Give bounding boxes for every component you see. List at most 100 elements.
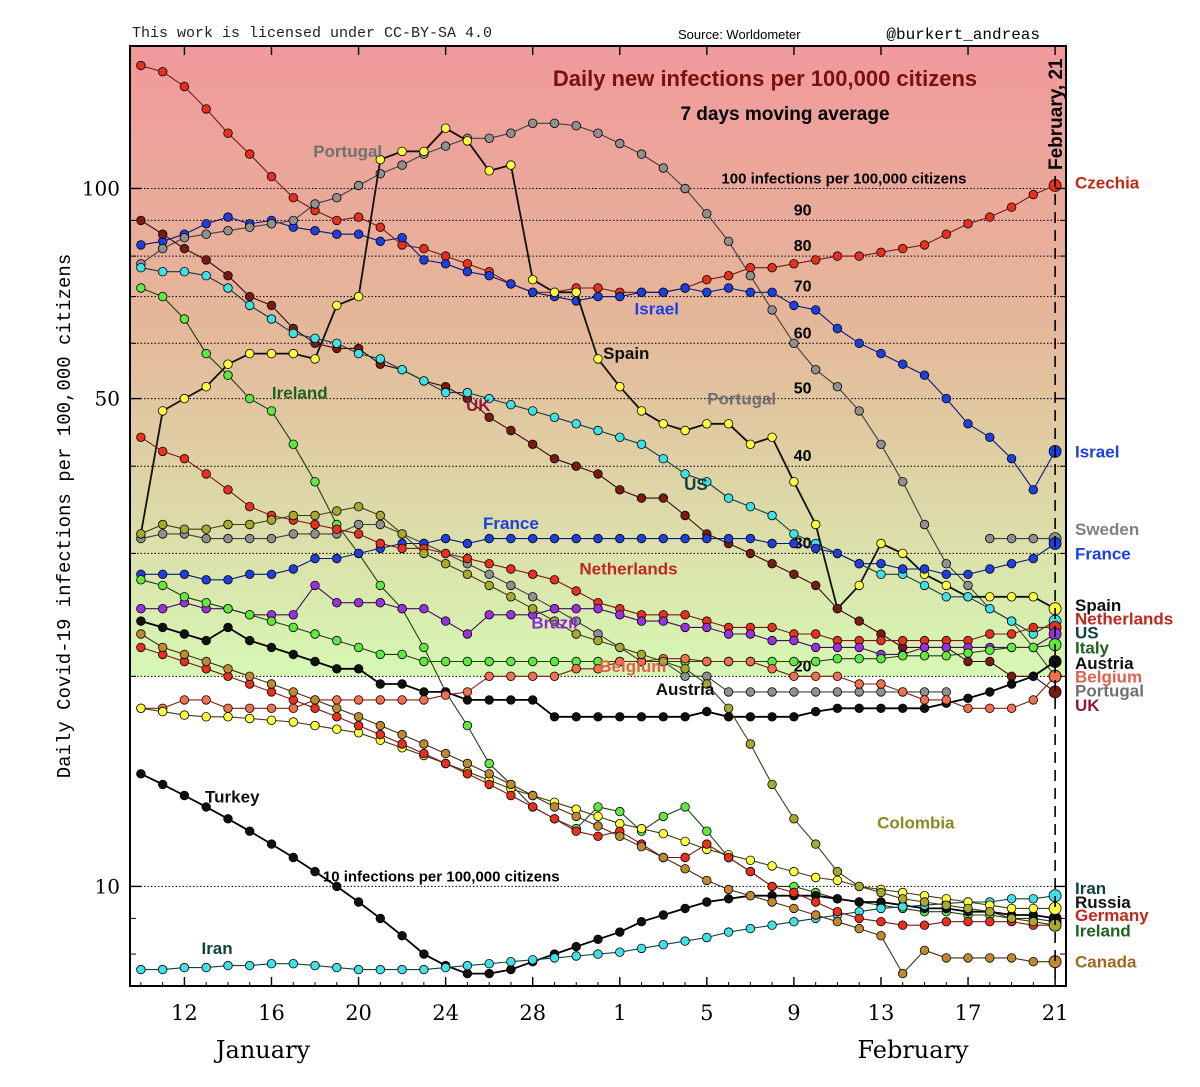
data-point	[680, 283, 690, 293]
data-point	[244, 713, 255, 724]
data-point	[288, 717, 299, 727]
data-point	[745, 533, 756, 544]
data-point	[985, 564, 995, 574]
data-point	[288, 695, 299, 705]
data-point	[397, 931, 407, 941]
data-point	[919, 564, 930, 574]
data-point	[244, 149, 255, 159]
end-label-canada: Canada	[1075, 953, 1137, 972]
data-point	[266, 679, 277, 689]
data-point	[179, 649, 190, 660]
data-point	[1006, 913, 1017, 924]
data-point	[484, 559, 494, 569]
data-point	[506, 656, 516, 667]
data-point	[397, 543, 407, 554]
data-point	[528, 533, 538, 544]
data-point	[375, 729, 386, 740]
data-point	[332, 553, 342, 564]
data-point	[1028, 189, 1039, 200]
data-point	[985, 645, 995, 655]
data-point	[832, 323, 843, 334]
data-point	[811, 255, 821, 265]
data-point	[723, 533, 734, 544]
series-belgium	[136, 654, 1062, 714]
data-point	[484, 533, 494, 544]
data-point	[854, 559, 864, 569]
data-point	[919, 240, 930, 250]
data-point	[310, 510, 320, 521]
data-point	[636, 149, 647, 159]
data-point	[767, 861, 777, 871]
data-point	[549, 814, 560, 824]
data-point	[636, 823, 647, 834]
end-label-ireland: Ireland	[1075, 921, 1131, 940]
data-point	[789, 712, 799, 722]
data-point	[1028, 671, 1039, 682]
data-point	[419, 604, 429, 614]
data-point	[571, 712, 581, 722]
inline-label-israel: Israel	[635, 299, 679, 318]
data-point	[854, 251, 864, 261]
data-point	[528, 604, 538, 614]
chart-subtitle: 7 days moving average	[680, 104, 889, 125]
data-point	[745, 687, 756, 697]
data-point	[702, 287, 712, 298]
data-point	[288, 564, 299, 574]
data-point	[789, 529, 799, 539]
data-point	[702, 826, 712, 836]
data-point	[484, 412, 494, 423]
data-point	[723, 703, 734, 714]
data-point	[419, 739, 429, 749]
data-point	[462, 553, 473, 564]
data-point	[615, 610, 625, 620]
inline-label-france: France	[483, 514, 539, 533]
data-point	[636, 287, 647, 298]
end-label-sweden: Sweden	[1075, 520, 1139, 539]
data-point	[767, 622, 777, 633]
data-point	[179, 524, 190, 534]
data-point	[375, 649, 386, 660]
data-point	[484, 569, 494, 580]
data-point	[440, 141, 451, 151]
series-layer	[136, 60, 1062, 979]
data-point	[223, 604, 233, 614]
x-tick-label: 24	[432, 1001, 459, 1025]
data-point	[767, 687, 777, 697]
reference-line-label: 100 infections per 100,000 citizens	[721, 170, 966, 187]
data-point	[462, 758, 473, 769]
data-point	[528, 802, 538, 812]
data-point	[658, 616, 669, 626]
data-point	[310, 695, 320, 705]
data-point	[136, 629, 146, 639]
data-point	[789, 887, 799, 898]
data-point	[702, 477, 712, 487]
data-point	[593, 354, 603, 364]
data-point	[723, 236, 734, 247]
end-label-netherlands: Netherlands	[1075, 610, 1173, 629]
data-point	[332, 695, 342, 705]
data-point	[680, 510, 690, 521]
data-point	[332, 635, 342, 646]
data-point	[462, 629, 473, 639]
reference-line-label: 40	[794, 448, 812, 465]
x-tick-label: 28	[519, 1001, 546, 1025]
data-point	[506, 779, 516, 790]
data-point	[375, 222, 386, 232]
data-point	[419, 376, 429, 386]
reference-line-label: 10 infections per 100,000 citizens	[323, 868, 560, 885]
data-point	[528, 695, 538, 705]
data-point	[593, 811, 603, 822]
data-point	[419, 695, 429, 705]
inline-label-iran: Iran	[201, 939, 232, 958]
data-point	[136, 263, 146, 273]
data-point	[876, 903, 886, 914]
data-point	[832, 875, 843, 886]
data-point	[876, 931, 886, 941]
data-point	[375, 720, 386, 731]
data-point	[985, 592, 995, 602]
data-point	[680, 610, 690, 620]
data-point	[898, 902, 908, 912]
data-point	[244, 300, 255, 311]
data-point	[223, 519, 233, 530]
data-point	[332, 229, 342, 239]
